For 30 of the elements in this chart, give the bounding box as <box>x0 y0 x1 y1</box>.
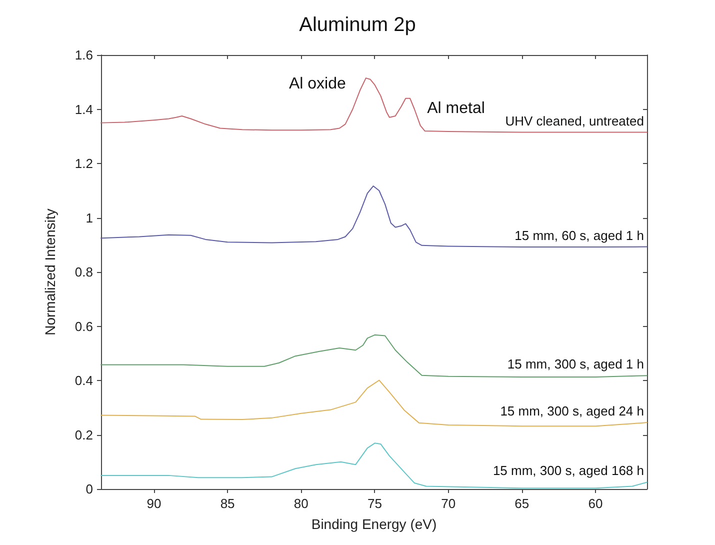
x-tick-label: 70 <box>441 496 456 511</box>
y-tick-label: 1.6 <box>74 48 93 62</box>
x-tick-label: 60 <box>588 496 603 511</box>
chart-title: Aluminum 2p <box>299 14 416 36</box>
x-tick-label: 85 <box>220 496 235 511</box>
y-tick-label: 1.2 <box>74 156 93 171</box>
line-series <box>100 186 648 248</box>
series-label: 15 mm, 60 s, aged 1 h <box>514 228 644 243</box>
y-tick-label: 0.2 <box>74 427 93 442</box>
series-label: UHV cleaned, untreated <box>505 113 644 128</box>
x-tick-label: 80 <box>294 496 308 511</box>
x-tick-label: 65 <box>514 496 530 511</box>
x-tick-label: 75 <box>368 496 382 511</box>
y-tick-label: 0.6 <box>74 318 93 334</box>
y-tick-label: 1.4 <box>74 102 93 117</box>
x-axis-title: Binding Energy (eV) <box>311 516 437 532</box>
y-axis-title: Normalized Intensity <box>42 208 58 336</box>
line-series <box>100 334 648 378</box>
line-series <box>100 78 648 133</box>
line-series <box>100 380 648 427</box>
series-label: 15 mm, 300 s, aged 1 h <box>507 356 644 372</box>
series-label: 15 mm, 300 s, aged 24 h <box>500 404 644 419</box>
series-label: 15 mm, 300 s, aged 168 h <box>492 463 644 478</box>
annotation: Al oxide <box>288 76 346 93</box>
y-tick-label: 0.8 <box>74 264 93 280</box>
y-tick-label: 0 <box>86 482 93 496</box>
annotation: Al metal <box>427 100 485 117</box>
y-tick-label: 0.4 <box>74 373 93 388</box>
y-tick-label: 1 <box>86 210 93 226</box>
x-tick-label: 90 <box>146 496 162 511</box>
